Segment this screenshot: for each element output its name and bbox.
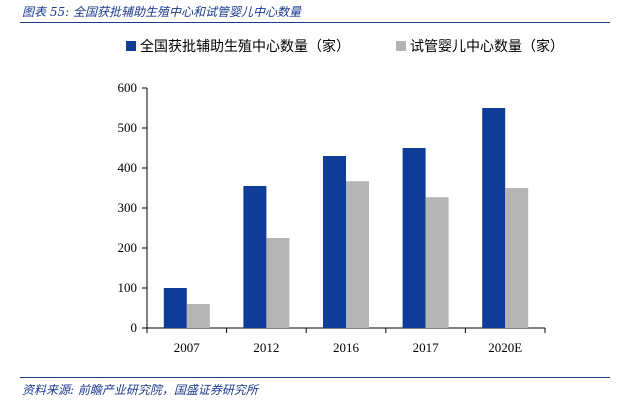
bottom-rule: [20, 377, 610, 378]
bars: [163, 108, 529, 328]
x-tick-label: 2007: [174, 340, 201, 355]
legend-label: 试管婴儿中心数量（家）: [410, 38, 564, 55]
bar-ivf-center: [346, 181, 369, 328]
bar-chart: 全国获批辅助生殖中心数量（家） 试管婴儿中心数量（家） 0 100 200 300 400…: [118, 38, 565, 355]
y-tick-label: 400: [118, 160, 138, 175]
bar-fertility-center: [402, 148, 426, 328]
y-tick-label: 300: [118, 200, 138, 215]
x-tick-label: 2012: [253, 340, 279, 355]
y-tick-label: 0: [131, 320, 138, 335]
figure-title: 图表 55: 全国获批辅助生殖中心和试管婴儿中心数量: [22, 5, 301, 19]
bar-ivf-center: [186, 304, 210, 328]
x-tick-label: 2016: [333, 340, 360, 355]
bar-ivf-center: [425, 197, 449, 328]
bar-fertility-center: [163, 288, 187, 328]
y-axis: 0 100 200 300 400 500 600: [118, 80, 148, 335]
x-tick-label: 2020E: [488, 340, 522, 355]
legend-label: 全国获批辅助生殖中心数量（家）: [140, 38, 350, 55]
y-tick-label: 500: [118, 120, 138, 135]
bar-fertility-center: [243, 186, 267, 328]
legend-swatch: [126, 41, 136, 51]
y-tick-label: 600: [118, 80, 138, 95]
bar-ivf-center: [505, 188, 529, 328]
legend: 全国获批辅助生殖中心数量（家） 试管婴儿中心数量（家）: [126, 38, 564, 55]
top-rule: [20, 22, 610, 23]
legend-swatch: [396, 41, 406, 51]
x-tick-label: 2017: [413, 340, 440, 355]
y-tick-label: 100: [118, 280, 138, 295]
bar-ivf-center: [266, 238, 290, 328]
bar-fertility-center: [323, 156, 346, 328]
x-axis: 2007 2012 2016 2017 2020E: [146, 327, 546, 355]
y-tick-label: 200: [118, 240, 138, 255]
bar-fertility-center: [482, 108, 506, 328]
source-note: 资料来源: 前瞻产业研究院，国盛证券研究所: [22, 383, 258, 397]
